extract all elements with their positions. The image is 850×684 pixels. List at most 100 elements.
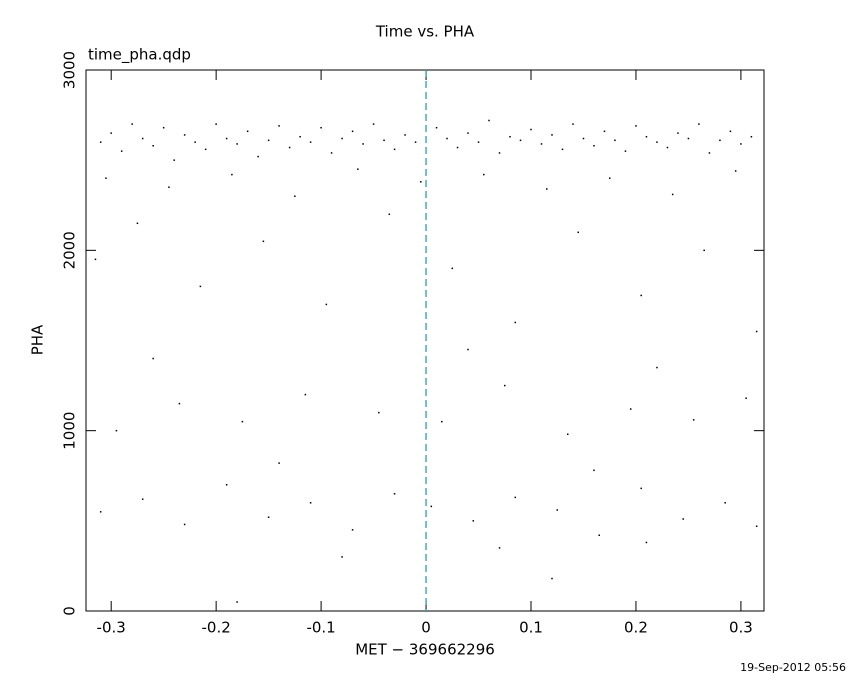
data-point bbox=[341, 556, 343, 558]
data-point bbox=[378, 411, 380, 414]
data-point bbox=[341, 137, 343, 140]
data-point bbox=[671, 193, 674, 196]
data-point bbox=[719, 139, 721, 142]
data-point bbox=[708, 152, 711, 154]
data-point bbox=[467, 132, 469, 134]
data-point bbox=[215, 123, 217, 125]
plot-frame bbox=[85, 69, 765, 612]
data-point bbox=[498, 547, 501, 549]
data-point bbox=[598, 534, 600, 537]
data-point bbox=[483, 173, 485, 176]
data-point bbox=[288, 146, 291, 149]
y-tick-label: 1000 bbox=[61, 412, 79, 450]
data-point bbox=[677, 132, 679, 134]
data-point bbox=[509, 135, 511, 138]
data-point bbox=[388, 213, 391, 216]
data-point bbox=[309, 502, 312, 504]
data-point bbox=[414, 141, 417, 143]
data-point bbox=[755, 525, 758, 527]
data-point bbox=[357, 168, 359, 170]
data-point bbox=[755, 330, 758, 333]
data-point bbox=[267, 516, 270, 518]
x-tick-label: -0.1 bbox=[306, 619, 335, 637]
data-point bbox=[645, 541, 648, 544]
data-point bbox=[540, 143, 543, 145]
data-point bbox=[698, 123, 700, 125]
data-point bbox=[267, 139, 270, 142]
data-point bbox=[656, 141, 658, 143]
data-point bbox=[687, 137, 690, 140]
chart-title: Time vs. PHA bbox=[375, 23, 475, 41]
data-point bbox=[545, 188, 548, 190]
x-tick-label: 0 bbox=[421, 619, 431, 637]
data-point bbox=[467, 348, 469, 351]
data-point bbox=[577, 231, 579, 234]
data-point bbox=[99, 511, 102, 513]
data-point bbox=[325, 303, 328, 306]
data-point bbox=[173, 159, 175, 161]
y-tick-label: 0 bbox=[61, 606, 79, 616]
data-point bbox=[372, 123, 375, 125]
data-point bbox=[472, 520, 475, 522]
data-point bbox=[120, 150, 123, 152]
data-point bbox=[477, 141, 480, 143]
data-point bbox=[105, 177, 107, 179]
data-point bbox=[99, 141, 102, 143]
data-point bbox=[136, 222, 139, 225]
data-point bbox=[729, 130, 732, 133]
data-point bbox=[656, 366, 658, 369]
data-point bbox=[278, 125, 280, 127]
data-point bbox=[294, 195, 296, 197]
data-point bbox=[131, 123, 133, 125]
data-point bbox=[435, 126, 438, 129]
data-point bbox=[309, 141, 312, 143]
data-point bbox=[498, 152, 501, 154]
data-point bbox=[551, 577, 553, 580]
data-point bbox=[519, 139, 522, 142]
data-point bbox=[225, 484, 228, 486]
data-point bbox=[446, 137, 448, 140]
data-point bbox=[236, 601, 238, 603]
data-point bbox=[257, 155, 259, 158]
data-point bbox=[504, 384, 506, 387]
annotation: time_pha.qdp bbox=[88, 46, 191, 65]
data-point bbox=[178, 402, 181, 405]
data-point bbox=[629, 408, 632, 410]
y-axis-label: PHA bbox=[29, 324, 47, 355]
data-point bbox=[304, 393, 307, 396]
data-point bbox=[572, 123, 574, 125]
data-point bbox=[241, 420, 244, 423]
data-point bbox=[152, 144, 154, 147]
data-point bbox=[199, 285, 202, 288]
data-point bbox=[183, 134, 186, 136]
data-point bbox=[640, 487, 642, 490]
data-point bbox=[666, 146, 669, 149]
data-point bbox=[162, 126, 165, 129]
data-point bbox=[362, 143, 364, 145]
data-point bbox=[441, 420, 443, 423]
data-point bbox=[141, 498, 144, 500]
data-point bbox=[692, 419, 695, 421]
data-point bbox=[593, 144, 595, 147]
data-point bbox=[225, 137, 228, 140]
data-point bbox=[514, 496, 517, 499]
data-point bbox=[635, 125, 637, 127]
data-point bbox=[624, 150, 627, 152]
data-point bbox=[640, 294, 642, 297]
data-point bbox=[456, 146, 459, 149]
data-point bbox=[204, 148, 207, 151]
data-point bbox=[530, 128, 532, 131]
data-point bbox=[703, 249, 705, 252]
data-point bbox=[231, 173, 233, 176]
data-point bbox=[645, 135, 648, 138]
data-point bbox=[582, 137, 585, 140]
data-point bbox=[430, 505, 433, 508]
data-point bbox=[561, 148, 564, 151]
data-point bbox=[551, 134, 553, 136]
data-point bbox=[614, 139, 616, 142]
x-axis-label: MET − 369662296 bbox=[355, 641, 495, 659]
x-tick-label: 0.1 bbox=[519, 619, 543, 637]
data-point bbox=[115, 429, 118, 432]
